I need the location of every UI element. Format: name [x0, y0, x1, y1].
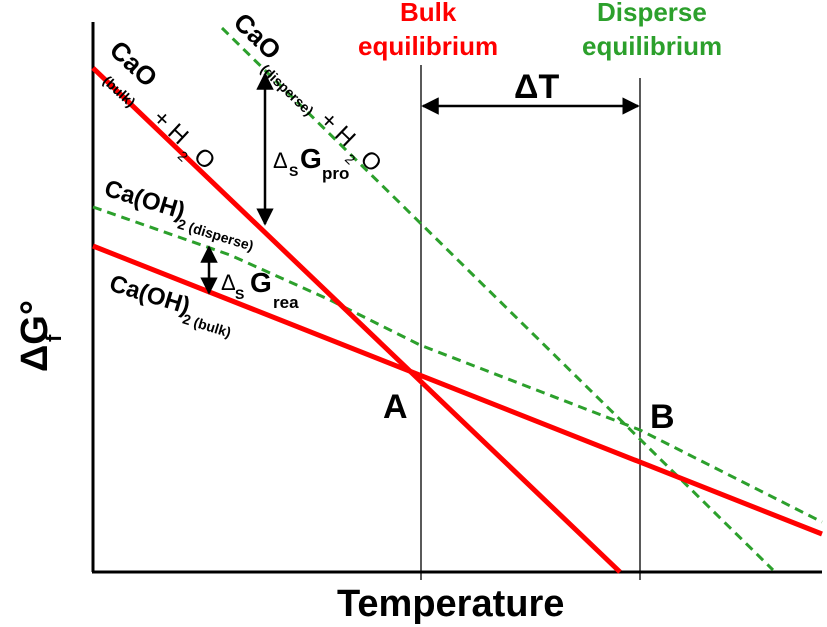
- bulk-equilibrium-title: Bulk: [400, 0, 457, 27]
- svg-text:Ca(OH): Ca(OH): [106, 270, 193, 320]
- svg-text:pro: pro: [322, 164, 349, 183]
- disperse-equilibrium-subtitle: equilibrium: [582, 31, 722, 61]
- y-axis-label: ΔG° f: [14, 300, 66, 372]
- x-axis-label: Temperature: [337, 583, 564, 625]
- caoh2-disperse-line: [92, 205, 823, 524]
- cao-disperse-line: [220, 26, 775, 572]
- svg-text:rea: rea: [273, 293, 299, 312]
- svg-text:Δ: Δ: [273, 148, 288, 173]
- svg-text:CaO: CaO: [228, 7, 287, 66]
- svg-text:f: f: [41, 334, 66, 342]
- svg-text:G: G: [300, 143, 322, 174]
- delta-t-label: ΔT: [514, 68, 559, 106]
- grea-label: Δ S G rea: [221, 267, 299, 312]
- svg-text:Ca(OH): Ca(OH): [101, 175, 188, 225]
- point-b-label: B: [650, 398, 675, 436]
- svg-text:G: G: [250, 267, 272, 298]
- bulk-equilibrium-subtitle: equilibrium: [358, 31, 498, 61]
- caoh2-bulk-label: Ca(OH) 2 (bulk): [106, 270, 233, 341]
- svg-text:2 (disperse): 2 (disperse): [176, 216, 256, 254]
- svg-text:S: S: [289, 163, 298, 179]
- cao-bulk-label: CaO (bulk) + H 2 O: [100, 34, 220, 175]
- disperse-equilibrium-title: Disperse: [597, 0, 707, 27]
- gpro-label: Δ S G pro: [273, 143, 349, 183]
- svg-text:S: S: [235, 286, 244, 302]
- svg-text:O: O: [355, 145, 387, 177]
- svg-text:+ H: + H: [147, 104, 193, 150]
- svg-text:ΔG°: ΔG°: [14, 300, 56, 372]
- caoh2-disperse-label: Ca(OH) 2 (disperse): [101, 175, 256, 254]
- point-a-label: A: [383, 388, 408, 426]
- svg-text:Δ: Δ: [221, 270, 236, 295]
- cao-bulk-line: [91, 66, 622, 574]
- svg-text:2 (bulk): 2 (bulk): [181, 311, 233, 341]
- svg-text:O: O: [188, 143, 220, 175]
- caoh2-bulk-line: [92, 243, 823, 537]
- svg-text:(disperse): (disperse): [258, 61, 317, 119]
